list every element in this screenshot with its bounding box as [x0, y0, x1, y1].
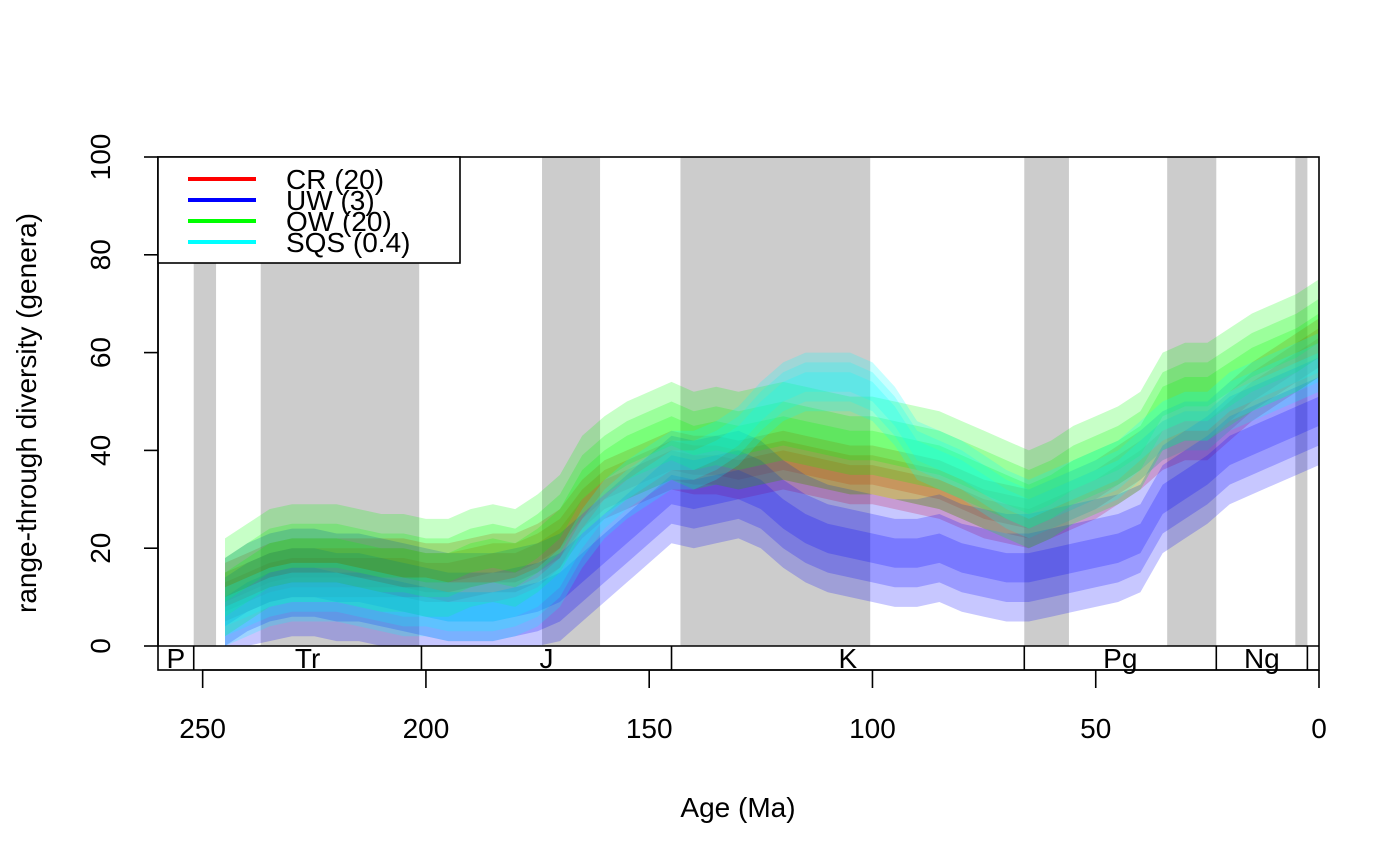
series-0-band-2 — [225, 337, 1319, 602]
series-3-band-0 — [225, 333, 1319, 646]
legend-label-1: UW (3) — [286, 185, 375, 216]
y-tick-label-2: 40 — [85, 435, 116, 466]
series-2-band-0 — [225, 279, 1319, 637]
y-tick-label-3: 60 — [85, 337, 116, 368]
y-tick-label-4: 80 — [85, 239, 116, 270]
y-axis-title: range-through diversity (genera) — [11, 213, 42, 613]
legend-label-0: CR (20) — [286, 164, 384, 195]
legend-box — [157, 156, 461, 264]
series-1-bands — [225, 357, 1319, 646]
series-0-bands — [225, 318, 1319, 622]
series-1-band-1 — [225, 377, 1319, 646]
series-3-band-2 — [225, 352, 1319, 627]
diversity-bands — [225, 279, 1319, 646]
y-tick-label-5: 100 — [85, 134, 116, 181]
legend-label-3: SQS (0.4) — [286, 227, 410, 258]
x-axis-title: Age (Ma) — [680, 792, 795, 823]
shaded-interval-2 — [542, 157, 601, 646]
x-tick-label-4: 50 — [1080, 713, 1111, 744]
series-3-band-1 — [225, 342, 1319, 637]
period-bar: P Tr J K Pg Ng — [167, 643, 1309, 674]
series-2-band-1 — [225, 298, 1319, 617]
period-label-5: Ng — [1244, 643, 1280, 674]
series-0-band-0 — [225, 318, 1319, 622]
x-tick-label-5: 0 — [1311, 713, 1327, 744]
series-2-band-2 — [225, 313, 1319, 602]
series-0-band-1 — [225, 328, 1319, 612]
period-label-3: K — [839, 643, 858, 674]
x-tick-label-2: 150 — [626, 713, 673, 744]
y-tick-label-1: 20 — [85, 533, 116, 564]
period-label-0: P — [167, 643, 186, 674]
shaded-interval-5 — [1167, 157, 1217, 646]
x-tick-label-0: 250 — [179, 713, 226, 744]
legend: CR (20)UW (3)OW (20)SQS (0.4) — [157, 156, 461, 264]
series-2-bands — [225, 279, 1319, 637]
x-tick-label-3: 100 — [849, 713, 896, 744]
shaded-intervals — [193, 157, 1308, 646]
period-label-2: J — [539, 643, 553, 674]
period-label-1: Tr — [295, 643, 320, 674]
series-1-band-0 — [225, 357, 1319, 646]
series-1-band-2 — [225, 396, 1319, 627]
y-axis: 0 20 40 60 80 100 — [85, 134, 159, 654]
x-axis: 250 200 150 100 50 0 — [179, 670, 1327, 744]
series-3-bands — [225, 333, 1319, 646]
shaded-interval-3 — [680, 157, 871, 646]
y-tick-label-0: 0 — [85, 638, 116, 654]
x-tick-label-1: 200 — [403, 713, 450, 744]
shaded-interval-0 — [193, 157, 217, 646]
legend-label-2: OW (20) — [286, 206, 392, 237]
shaded-interval-4 — [1024, 157, 1069, 646]
shaded-interval-6 — [1295, 157, 1308, 646]
period-label-4: Pg — [1103, 643, 1137, 674]
